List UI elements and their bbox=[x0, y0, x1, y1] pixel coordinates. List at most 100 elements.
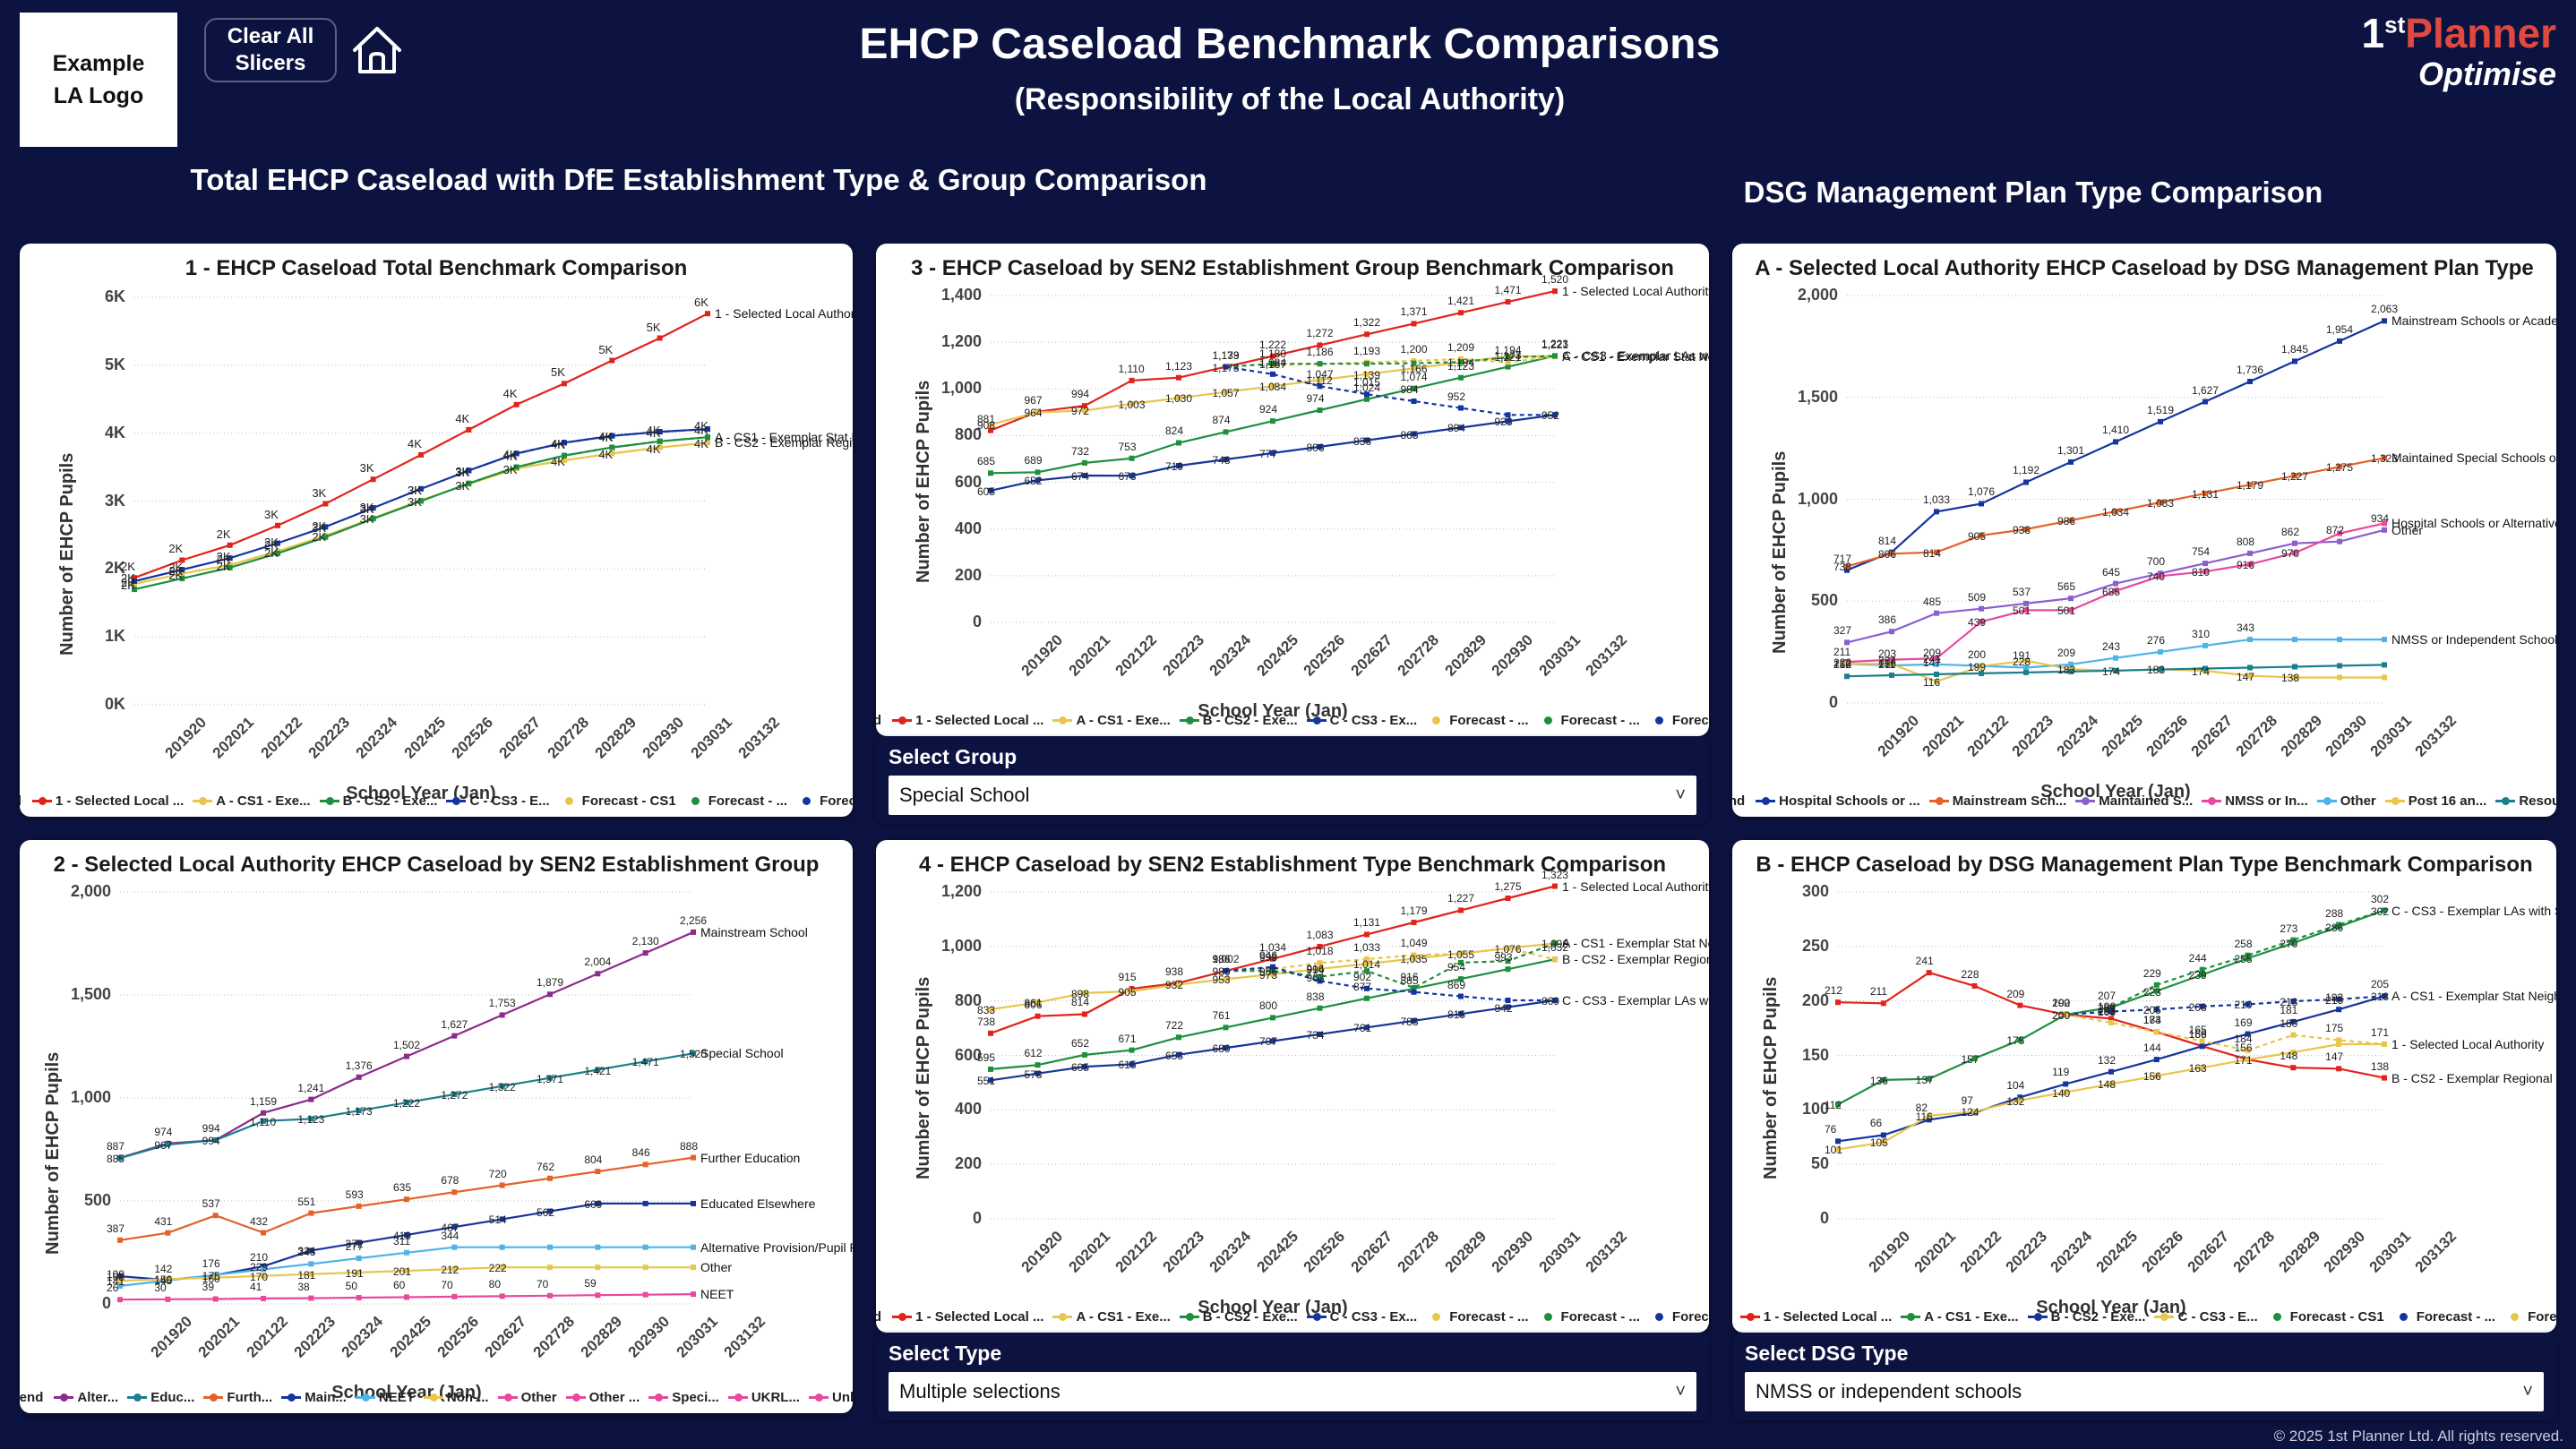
legend-item[interactable]: B - CS2 - Exe... bbox=[2027, 1309, 2145, 1325]
chart3-data-label: 605 bbox=[977, 484, 996, 498]
home-icon[interactable] bbox=[349, 23, 405, 79]
slicer-group-dropdown[interactable]: Special School ˅ bbox=[889, 776, 1696, 815]
clear-all-slicers-button[interactable]: Clear All Slicers bbox=[204, 18, 337, 82]
legend-item[interactable]: Maintained S... bbox=[2075, 793, 2193, 809]
chartB-series-label: A - CS1 - Exemplar Stat Neighbour LAs bbox=[2391, 989, 2556, 1004]
chart4-data-label: 652 bbox=[1071, 1036, 1090, 1050]
chart1-data-label: 3K bbox=[312, 521, 327, 536]
legend-item[interactable]: 1 - Selected Local ... bbox=[1739, 1309, 1892, 1325]
chartA-data-point bbox=[1934, 610, 1939, 616]
slicer-select-dsg-type[interactable]: Select DSG Type NMSS or independent scho… bbox=[1732, 1333, 2556, 1420]
chart4-data-label: 1,034 bbox=[1259, 940, 1287, 954]
legend-item[interactable]: Resource... bbox=[2495, 793, 2556, 809]
panel-chartA[interactable]: A - Selected Local Authority EHCP Caselo… bbox=[1732, 244, 2556, 817]
legend-item[interactable]: Forecast - ... bbox=[2393, 1309, 2495, 1325]
chartA-data-point bbox=[2247, 482, 2253, 488]
chart3-data-point bbox=[1035, 409, 1041, 416]
chart3-data-point bbox=[1129, 473, 1135, 479]
chevron-down-icon[interactable]: ˅ bbox=[2522, 1381, 2533, 1402]
legend-item[interactable]: Hospital Schools or ... bbox=[1756, 793, 1920, 809]
legend-item[interactable]: B - CS2 - Exe... bbox=[319, 793, 437, 809]
legend-item[interactable]: Furth... bbox=[203, 1390, 272, 1405]
chart2-data-point bbox=[356, 1295, 362, 1301]
chart3-data-point bbox=[1411, 399, 1417, 405]
chart4-data-point bbox=[1458, 907, 1464, 913]
legend-item[interactable]: NEET bbox=[355, 1390, 415, 1405]
legend-color-swatch bbox=[2495, 797, 2516, 805]
chartA-data-label: 1,410 bbox=[2102, 424, 2130, 437]
legend-item[interactable]: Other bbox=[497, 1390, 557, 1405]
legend-item[interactable]: UKRL... bbox=[727, 1390, 800, 1405]
chartA-legend[interactable]: Legend Hospital Schools or ... Mainstream … bbox=[1732, 793, 2556, 809]
chart1-data-label: 2K bbox=[121, 571, 135, 586]
legend-item[interactable]: Educ... bbox=[127, 1390, 194, 1405]
chart3-data-point bbox=[1411, 321, 1417, 327]
chartB-legend[interactable]: Legend1 - Selected Local ...A - CS1 - Ex… bbox=[1732, 1309, 2556, 1325]
legend-item[interactable]: Other ... bbox=[565, 1390, 640, 1405]
chevron-down-icon[interactable]: ˅ bbox=[1675, 1381, 1686, 1402]
chevron-down-icon[interactable]: ˅ bbox=[1675, 785, 1686, 805]
legend-item[interactable]: C - CS3 - Ex... bbox=[1306, 713, 1417, 728]
chart3-data-label: 719 bbox=[1165, 460, 1184, 474]
legend-item[interactable]: Forecast - ... bbox=[1426, 713, 1529, 728]
chart1-legend[interactable]: Legend 1 - Selected Local ... A - CS1 - Ex… bbox=[20, 793, 853, 809]
legend-item[interactable]: NMSS or In... bbox=[2202, 793, 2308, 809]
legend-item[interactable]: Speci... bbox=[648, 1390, 719, 1405]
chartB-data-point bbox=[2382, 993, 2387, 999]
legend-item[interactable]: C - CS3 - E... bbox=[2154, 1309, 2258, 1325]
legend-item[interactable]: Forecast - CS1 bbox=[2267, 1309, 2384, 1325]
legend-item-label: Forecast - CS1 bbox=[2289, 1309, 2384, 1325]
la-logo-line2: LA Logo bbox=[53, 83, 144, 108]
legend-item[interactable]: Forecast - ... bbox=[2504, 1309, 2556, 1325]
chart4-data-point bbox=[1176, 982, 1181, 988]
legend-item[interactable]: B - CS2 - Exe... bbox=[1179, 713, 1298, 728]
panel-chart4[interactable]: 4 - EHCP Caseload by SEN2 Establishment … bbox=[876, 840, 1709, 1333]
chart4-data-point bbox=[988, 1007, 993, 1013]
legend-item[interactable]: 1 - Selected Local ... bbox=[892, 1309, 1043, 1325]
panel-chartB[interactable]: B - EHCP Caseload by DSG Management Plan… bbox=[1732, 840, 2556, 1333]
legend-item[interactable]: Other bbox=[2316, 793, 2376, 809]
slicer-type-dropdown[interactable]: Multiple selections ˅ bbox=[889, 1372, 1696, 1411]
legend-item[interactable]: Forecast - ... bbox=[685, 793, 787, 809]
slicer-select-type[interactable]: Select Type Multiple selections ˅ bbox=[876, 1333, 1709, 1420]
legend-item[interactable]: A - CS1 - Exe... bbox=[1052, 713, 1171, 728]
chartA-data-point bbox=[2247, 562, 2253, 568]
legend-item[interactable]: A - CS1 - Exe... bbox=[1052, 1309, 1171, 1325]
legend-item-label: NEET bbox=[378, 1390, 415, 1405]
chart2-legend[interactable]: Legend Alter... Educ... Furth... Main... NEET… bbox=[20, 1390, 853, 1405]
legend-item[interactable]: C - CS3 - Ex... bbox=[1306, 1309, 1417, 1325]
legend-item[interactable]: A - CS1 - Exe... bbox=[193, 793, 311, 809]
legend-item[interactable]: Forecast - ... bbox=[1538, 1309, 1640, 1325]
legend-item[interactable]: Non-... bbox=[423, 1390, 489, 1405]
panel-chart1[interactable]: 1 - EHCP Caseload Total Benchmark Compar… bbox=[20, 244, 853, 817]
chartB-data-label: 211 bbox=[1869, 985, 1887, 999]
legend-item[interactable]: Forecast - CS1 bbox=[559, 793, 676, 809]
legend-item[interactable]: 1 - Selected Local ... bbox=[31, 793, 184, 809]
legend-item[interactable]: Forecast - ... bbox=[1538, 713, 1640, 728]
panel-chart3[interactable]: 3 - EHCP Caseload by SEN2 Establishment … bbox=[876, 244, 1709, 736]
legend-item[interactable]: Forecast - ... bbox=[1426, 1309, 1529, 1325]
chart4-data-point bbox=[1552, 940, 1558, 947]
chart4-legend[interactable]: Legend 1 - Selected Local ... A - CS1 - Ex… bbox=[876, 1309, 1709, 1325]
legend-item[interactable]: C - CS3 - E... bbox=[446, 793, 550, 809]
legend-item[interactable]: B - CS2 - Exe... bbox=[1179, 1309, 1298, 1325]
legend-item[interactable]: 1 - Selected Local ... bbox=[892, 713, 1043, 728]
legend-item[interactable]: Mainstream Sch... bbox=[1928, 793, 2066, 809]
slicer-select-group[interactable]: Select Group Special School ˅ bbox=[876, 736, 1709, 824]
chart3-legend[interactable]: Legend 1 - Selected Local ... A - CS1 - Ex… bbox=[876, 713, 1709, 728]
legend-item[interactable]: A - CS1 - Exe... bbox=[1901, 1309, 2019, 1325]
legend-item[interactable]: Post 16 an... bbox=[2384, 793, 2486, 809]
legend-item-label: Alter... bbox=[77, 1390, 119, 1405]
chartA-data-point bbox=[1934, 549, 1939, 555]
legend-item[interactable]: Forecast - ... bbox=[1649, 1309, 1709, 1325]
panel-chart2[interactable]: 2 - Selected Local Authority EHCP Caselo… bbox=[20, 840, 853, 1413]
legend-item[interactable]: Forecast - ... bbox=[796, 793, 853, 809]
legend-item[interactable]: Unkn... bbox=[808, 1390, 853, 1405]
legend-item[interactable]: Main... bbox=[281, 1390, 347, 1405]
legend-item[interactable]: Forecast - ... bbox=[1649, 713, 1709, 728]
chartA-data-label: 276 bbox=[2147, 633, 2166, 647]
legend-item[interactable]: Alter... bbox=[54, 1390, 118, 1405]
slicer-dsg-dropdown[interactable]: NMSS or independent schools ˅ bbox=[1745, 1372, 2544, 1411]
legend-item-label: Forecast - ... bbox=[1671, 1309, 1709, 1325]
legend-item-label: C - CS3 - E... bbox=[469, 793, 550, 809]
